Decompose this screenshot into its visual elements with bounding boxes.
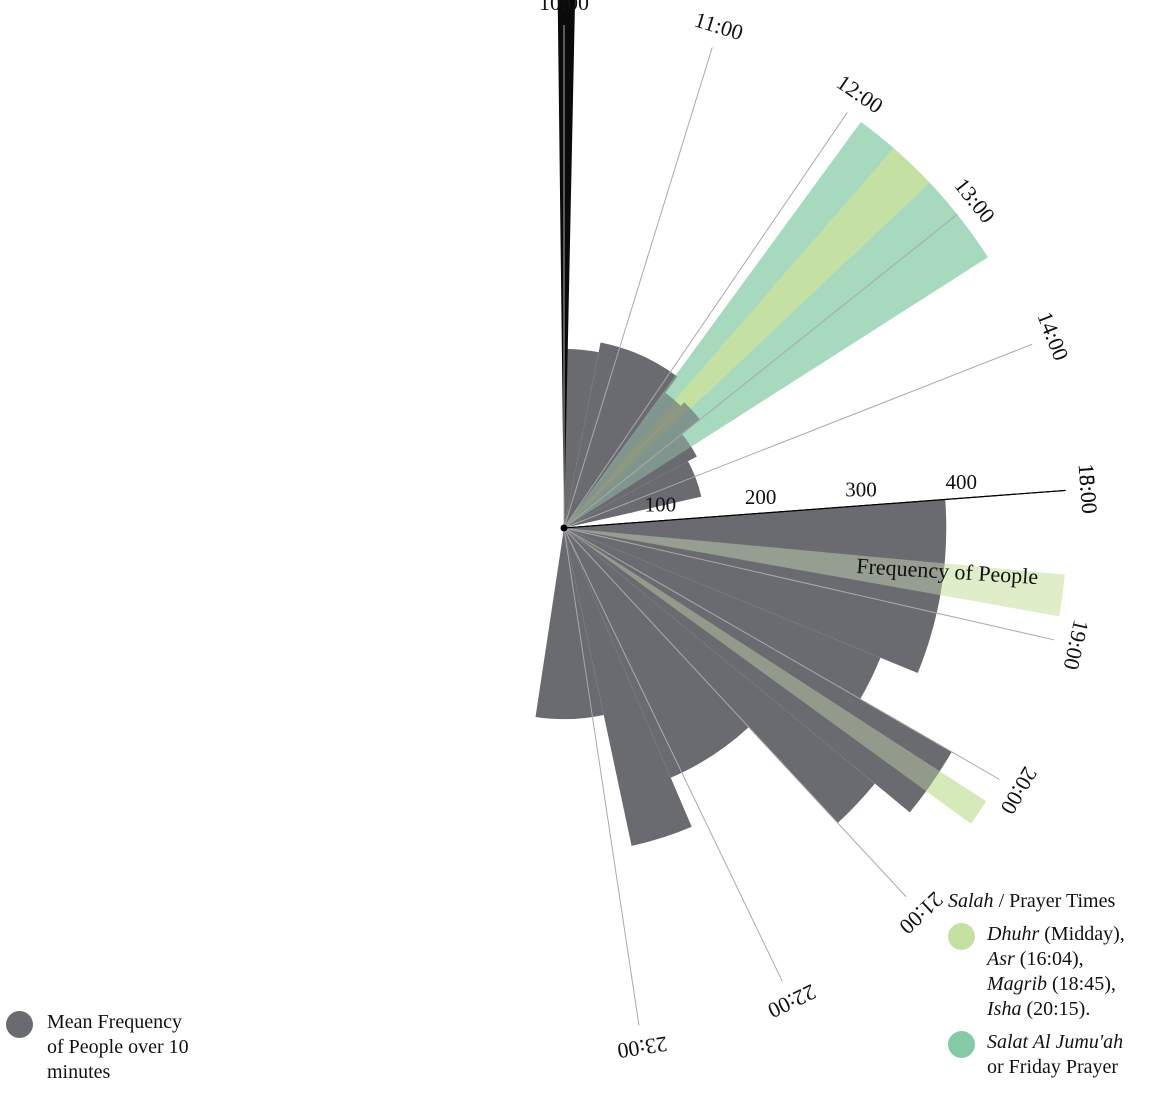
grid-spoke-3 (563, 213, 958, 529)
asr-name: Asr (987, 948, 1015, 970)
grid-spoke-10 (563, 527, 783, 982)
tick-label-300: 300 (845, 477, 877, 501)
grid-spoke-11 (563, 527, 640, 1026)
hour-label-2100: 21:00 (895, 887, 949, 939)
mean-label-line2: of People over 10 (47, 1036, 189, 1058)
grid-spoke-8 (563, 527, 1000, 780)
grid-spoke-2 (563, 112, 848, 529)
mean-label-line3: minutes (47, 1061, 111, 1083)
legend-jumuah: Salat Al Jumu'ah or Friday Prayer (948, 1030, 1159, 1080)
dhuhr-name: Dhuhr (987, 923, 1040, 945)
daily-prayer-label: Dhuhr (Midday), Asr (16:04), Magrib (18:… (987, 922, 1125, 1022)
tick-label-200: 200 (745, 485, 777, 509)
prayer-overlay-5 (564, 528, 987, 824)
maghrib-note: (18:45), (1047, 973, 1116, 995)
center-dot (560, 524, 568, 532)
frequency-bar-4 (564, 433, 697, 528)
hour-label-1200: 12:00 (832, 69, 887, 118)
frequency-bar-1 (564, 342, 678, 528)
salah-word: Salah (948, 890, 994, 912)
frequency-bar-3 (564, 402, 701, 528)
grid-spoke-4 (563, 343, 1033, 529)
mean-frequency-label: Mean Frequency of People over 10 minutes (47, 1010, 189, 1085)
legend-prayer: Salah / Prayer Times Dhuhr (Midday), Asr… (948, 889, 1159, 1088)
frequency-bar-9 (564, 528, 952, 813)
mean-label-line1: Mean Frequency (47, 1011, 182, 1033)
tick-label-400: 400 (946, 470, 978, 494)
asr-line: Asr (16:04), (987, 947, 1125, 972)
daily-prayer-swatch (948, 923, 975, 950)
frequency-bar-13 (535, 528, 604, 720)
prayer-times-word: / Prayer Times (993, 890, 1116, 912)
prayer-overlay-4 (564, 528, 1065, 617)
frequency-bar-2 (564, 392, 681, 528)
outer-ring (560, 489, 1066, 532)
isha-line: Isha (20:15). (987, 997, 1125, 1022)
grid-spoke-7 (563, 527, 1055, 641)
radial-tick-labels: 100 200 300 400 (645, 470, 977, 517)
grid-spoke-9 (563, 527, 907, 898)
hour-label-2000: 20:00 (996, 763, 1043, 819)
legend-daily-prayers: Dhuhr (Midday), Asr (16:04), Magrib (18:… (948, 922, 1159, 1022)
grid-spoke-1 (563, 47, 713, 529)
prayer-overlay-2 (564, 182, 946, 528)
prayer-overlays (564, 121, 1065, 824)
jumuah-line2: or Friday Prayer (987, 1056, 1119, 1078)
jumuah-line1: Salat Al Jumu'ah (987, 1031, 1124, 1053)
hour-label-1500: 15:00 (1074, 463, 1103, 515)
gap-edge-end (563, 489, 1066, 529)
frequency-bar-7 (564, 499, 947, 673)
prayer-overlay-1 (564, 148, 930, 528)
mean-frequency-swatch (6, 1011, 33, 1038)
maghrib-name: Magrib (987, 973, 1047, 995)
prayer-overlay-3 (564, 200, 988, 528)
isha-name: Isha (987, 998, 1022, 1020)
dhuhr-note: (Midday), (1039, 923, 1125, 945)
legend-mean: Mean Frequency of People over 10 minutes (6, 1010, 246, 1093)
hour-label-1400: 14:00 (1032, 308, 1074, 364)
hour-label-2200: 22:00 (764, 979, 820, 1023)
frequency-bar-5 (564, 461, 702, 528)
frequency-bar-11 (564, 528, 749, 778)
frequency-bar-12 (564, 528, 692, 846)
hour-label-1900: 19:00 (1059, 618, 1095, 672)
jumuah-label: Salat Al Jumu'ah or Friday Prayer (987, 1030, 1123, 1080)
asr-note: (16:04), (1014, 948, 1084, 970)
hour-label-1100: 11:00 (692, 7, 746, 45)
frequency-bar-0 (564, 348, 599, 528)
jumuah-swatch (948, 1031, 975, 1058)
prayer-overlay-0 (564, 121, 894, 528)
legend-prayer-title: Salah / Prayer Times (948, 889, 1159, 914)
outlier-bar (557, 0, 576, 528)
legend-mean-entry: Mean Frequency of People over 10 minutes (6, 1010, 246, 1085)
hour-label-1000: 10:00 (539, 0, 589, 15)
isha-note: (20:15). (1021, 998, 1091, 1020)
hour-label-1800: 18:00 (1074, 463, 1103, 515)
hour-label-2300: 23:00 (616, 1031, 669, 1063)
maghrib-line: Magrib (18:45), (987, 972, 1125, 997)
frequency-bars (535, 0, 952, 846)
frequency-bar-10 (564, 528, 875, 823)
dhuhr-line: Dhuhr (Midday), (987, 922, 1125, 947)
tick-label-100: 100 (645, 492, 677, 516)
frequency-bar-8 (564, 528, 881, 700)
